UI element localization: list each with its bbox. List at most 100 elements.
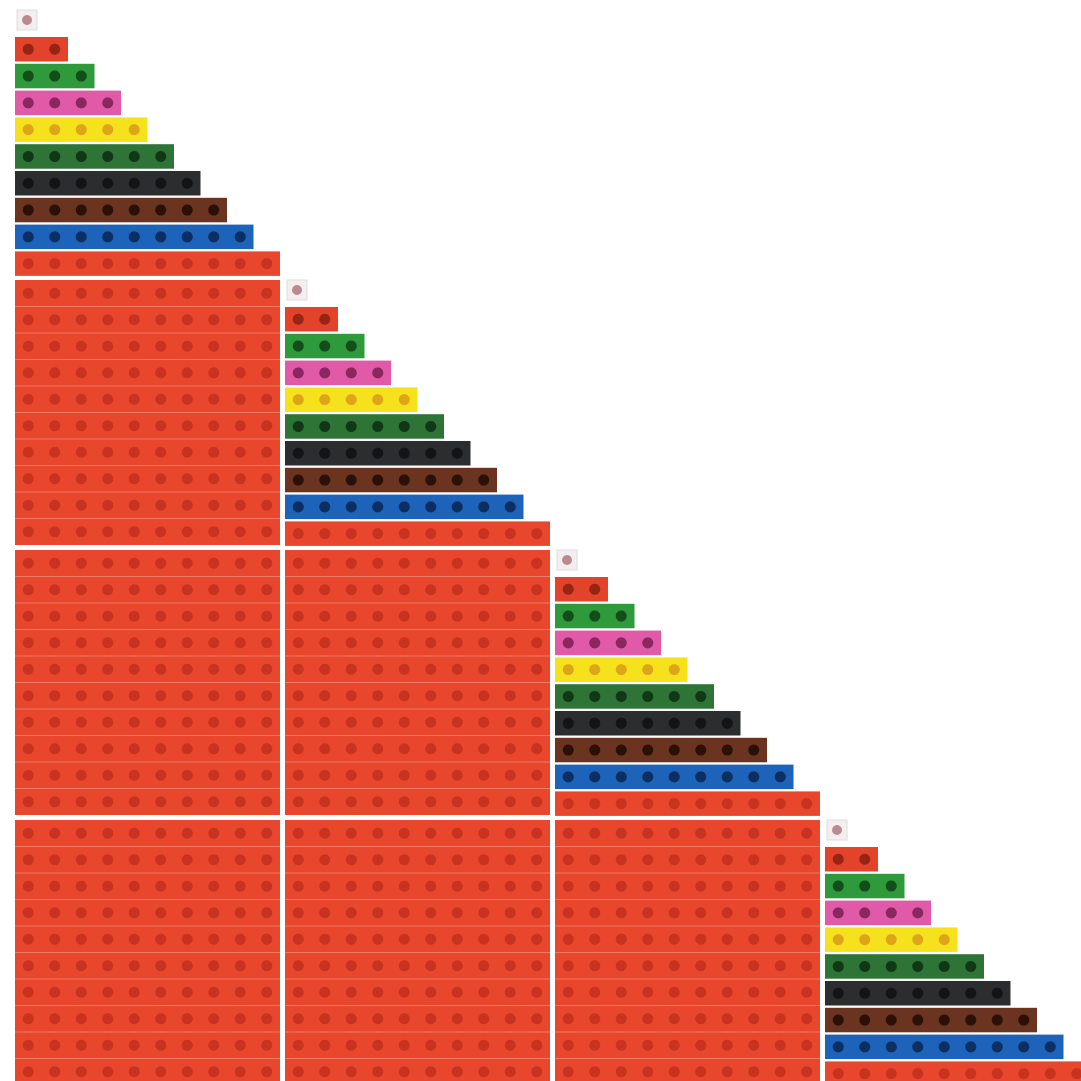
bead-hole: [234, 854, 246, 866]
bead-hole: [398, 1039, 410, 1051]
bead-square: [285, 550, 550, 815]
bead-hole: [832, 1014, 844, 1026]
bead-hole: [912, 960, 924, 972]
bead-hole: [1071, 1068, 1081, 1080]
bead-hole: [965, 1014, 977, 1026]
bead-hole: [208, 960, 220, 972]
bead-hole: [372, 367, 384, 379]
bead-hole: [451, 610, 463, 622]
bead-hole: [425, 769, 437, 781]
bead-hole: [562, 771, 574, 783]
bead-hole: [372, 769, 384, 781]
bead-hole: [155, 716, 167, 728]
bead-hole: [748, 744, 760, 756]
bead-hole: [504, 1066, 516, 1078]
bead-hole: [478, 880, 490, 892]
bead-hole: [589, 798, 601, 810]
bead-hole: [615, 664, 627, 676]
bead-hole: [721, 854, 733, 866]
bead-hole: [451, 584, 463, 596]
bead-hole: [22, 393, 34, 405]
bead-hole: [155, 933, 167, 945]
bead-hole: [398, 716, 410, 728]
bead-hole: [261, 367, 273, 379]
bead-hole: [261, 340, 273, 352]
bead-hole: [261, 1013, 273, 1025]
bead-hole: [425, 716, 437, 728]
bead-hole: [155, 150, 167, 162]
bead-hole: [748, 933, 760, 945]
bead-hole: [589, 717, 601, 729]
bead-hole: [75, 314, 87, 326]
bead-hole: [75, 177, 87, 189]
bead-hole: [261, 907, 273, 919]
bead-hole: [801, 1066, 813, 1078]
bead-hole: [155, 1013, 167, 1025]
bead-hole: [721, 1066, 733, 1078]
bead-hole: [885, 987, 897, 999]
bead-hole: [181, 637, 193, 649]
bead-hole: [615, 717, 627, 729]
bead-hole: [668, 880, 680, 892]
bead-hole: [261, 663, 273, 675]
bead-hole: [451, 960, 463, 972]
bead-hole: [504, 960, 516, 972]
bead-hole: [292, 880, 304, 892]
bead-hole: [261, 258, 273, 270]
bead-hole: [102, 637, 114, 649]
bead-hole: [181, 340, 193, 352]
bead-hole: [504, 769, 516, 781]
bead-hole: [345, 367, 357, 379]
bead-hole: [49, 367, 61, 379]
bead-hole: [398, 584, 410, 596]
bead-hole: [261, 584, 273, 596]
bead-hole: [991, 1041, 1003, 1053]
bead-hole: [372, 907, 384, 919]
bead-hole: [695, 1013, 707, 1025]
bead-hole: [292, 854, 304, 866]
bead-hole: [319, 796, 331, 808]
bead-hole: [589, 637, 601, 649]
bead-hole: [345, 796, 357, 808]
bead-hole: [478, 907, 490, 919]
bead-hole: [208, 584, 220, 596]
bead-hole: [345, 827, 357, 839]
bead-hole: [208, 796, 220, 808]
bead-hole: [155, 827, 167, 839]
bead-hole: [181, 526, 193, 538]
bead-hole: [292, 1039, 304, 1051]
bead-hole: [261, 690, 273, 702]
bead-hole: [102, 854, 114, 866]
bead-hole: [721, 798, 733, 810]
bead-hole: [208, 690, 220, 702]
bead-hole: [155, 557, 167, 569]
bead-hole: [478, 769, 490, 781]
bead-bar: [825, 954, 984, 979]
bead-hole: [261, 314, 273, 326]
bead-hole: [22, 1066, 34, 1078]
bead-hole: [504, 637, 516, 649]
bead-hole: [531, 796, 543, 808]
bead-hole: [774, 880, 786, 892]
bead-hole: [451, 663, 463, 675]
bead-hole: [128, 150, 140, 162]
bead-hole: [965, 1068, 977, 1080]
bead-hole: [208, 1013, 220, 1025]
bead-hole: [49, 43, 61, 55]
bead-hole: [642, 907, 654, 919]
bead-hole: [49, 473, 61, 485]
bead-hole: [208, 827, 220, 839]
bead-hole: [425, 907, 437, 919]
bead-hole: [345, 907, 357, 919]
bead-hole: [292, 501, 304, 513]
bead-hole: [75, 960, 87, 972]
bead-hole: [774, 1013, 786, 1025]
bead-hole: [22, 43, 34, 55]
bead-hole: [372, 528, 384, 540]
bead-hole: [234, 1039, 246, 1051]
bead-hole: [562, 854, 574, 866]
bead-hole: [128, 827, 140, 839]
bead-hole: [49, 796, 61, 808]
bead-hole: [562, 583, 574, 595]
bead-hole: [75, 204, 87, 216]
